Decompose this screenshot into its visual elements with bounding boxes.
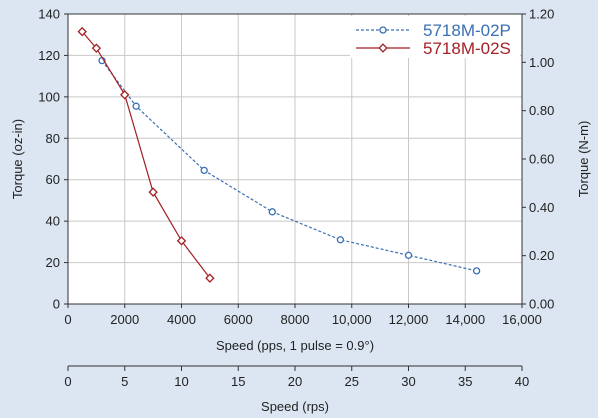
y-left-tick-label: 20 bbox=[46, 255, 60, 270]
secondary-tick-label: 5 bbox=[121, 374, 128, 389]
secondary-tick-label: 25 bbox=[345, 374, 359, 389]
data-point bbox=[77, 26, 87, 37]
y-left-tick-label: 120 bbox=[38, 48, 60, 63]
data-point bbox=[268, 208, 276, 216]
y-left-tick-label: 140 bbox=[38, 7, 60, 22]
data-point bbox=[120, 90, 130, 100]
x-tick-label: 0 bbox=[64, 312, 71, 327]
data-point bbox=[472, 267, 481, 275]
x-tick-label: 16,000 bbox=[502, 312, 542, 327]
data-point bbox=[336, 236, 345, 244]
secondary-tick-label: 10 bbox=[174, 374, 188, 389]
x-tick-label: 2000 bbox=[110, 312, 139, 327]
secondary-x-axis: 0 5 10 15 20 25 30 35 40 bbox=[64, 365, 529, 389]
y-right-tick-label: 0.60 bbox=[529, 152, 554, 167]
y-right-tick-label: 0.40 bbox=[529, 200, 554, 215]
x-axis-label: Speed (pps, 1 pulse = 0.9°) bbox=[216, 338, 374, 353]
y-right-tick-label: 0.00 bbox=[529, 297, 554, 312]
y-left-axis-label: Torque (oz-in) bbox=[10, 119, 25, 199]
y-left-tick-label: 0 bbox=[53, 297, 60, 312]
secondary-tick-label: 35 bbox=[458, 374, 472, 389]
secondary-tick-label: 30 bbox=[401, 374, 415, 389]
secondary-tick-label: 40 bbox=[515, 374, 529, 389]
y-right-tick-label: 0.20 bbox=[529, 248, 554, 263]
x-tick-label: 8000 bbox=[281, 312, 310, 327]
y-left-axis-ticks: 0 20 40 60 80 100 120 140 bbox=[38, 7, 68, 312]
x-tick-label: 14,000 bbox=[445, 312, 485, 327]
y-left-tick-label: 60 bbox=[46, 172, 60, 187]
legend-marker bbox=[379, 26, 387, 34]
series-layer bbox=[77, 26, 481, 283]
series-line bbox=[81, 31, 211, 279]
secondary-tick-label: 20 bbox=[288, 374, 302, 389]
x-axis-ticks: 0 2000 4000 6000 8000 10,000 12,000 14,000 16,00… bbox=[64, 304, 542, 327]
y-left-tick-label: 100 bbox=[38, 89, 60, 104]
x-tick-label: 10,000 bbox=[332, 312, 372, 327]
y-left-tick-label: 80 bbox=[46, 131, 60, 146]
y-right-tick-label: 0.80 bbox=[529, 103, 554, 118]
data-point bbox=[176, 236, 187, 246]
legend-box bbox=[350, 16, 520, 58]
x-tick-label: 4000 bbox=[167, 312, 196, 327]
data-point bbox=[404, 251, 413, 259]
series-5718M-02S bbox=[77, 26, 215, 283]
legend-label: 5718M-02P bbox=[423, 21, 511, 40]
legend-marker bbox=[378, 43, 388, 53]
y-right-tick-label: 1.00 bbox=[529, 55, 554, 70]
data-point bbox=[205, 273, 215, 283]
grid-lines bbox=[68, 14, 522, 304]
y-right-axis-ticks: 0.00 0.20 0.40 0.60 0.80 1.00 1.20 bbox=[522, 7, 554, 312]
secondary-tick-label: 15 bbox=[231, 374, 245, 389]
secondary-tick-label: 0 bbox=[64, 374, 71, 389]
y-right-axis-label: Torque (N-m) bbox=[576, 121, 591, 198]
y-left-tick-label: 40 bbox=[46, 214, 60, 229]
data-point bbox=[148, 187, 158, 197]
data-point bbox=[132, 102, 140, 110]
data-point bbox=[200, 166, 208, 175]
secondary-x-axis-label: Speed (rps) bbox=[261, 399, 329, 414]
x-tick-label: 6000 bbox=[224, 312, 253, 327]
data-point bbox=[91, 43, 102, 53]
y-right-tick-label: 1.20 bbox=[529, 7, 554, 22]
x-tick-label: 12,000 bbox=[389, 312, 429, 327]
legend-label: 5718M-02S bbox=[423, 39, 511, 58]
series-5718M-02P bbox=[98, 56, 481, 275]
